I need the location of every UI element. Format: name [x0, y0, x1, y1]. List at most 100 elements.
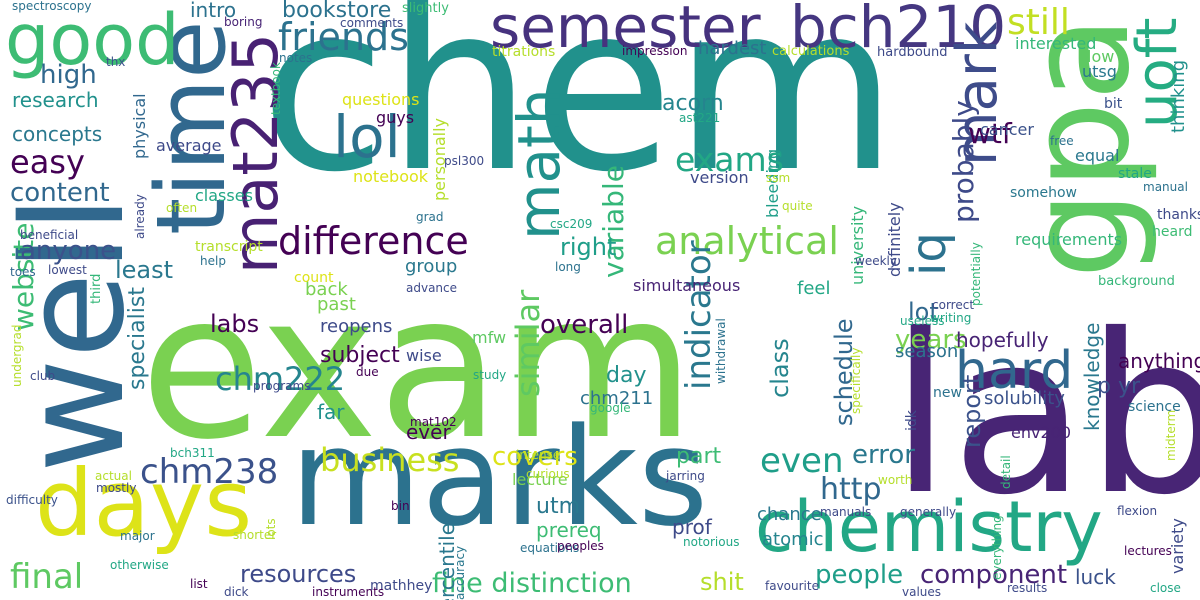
- cloud-word: lowest: [48, 263, 87, 277]
- cloud-word: average: [156, 136, 222, 155]
- cloud-word: research: [12, 88, 99, 112]
- cloud-word: toes: [10, 265, 36, 279]
- cloud-word: equal: [1075, 146, 1120, 165]
- cloud-word: day: [606, 363, 647, 388]
- cloud-word: lol: [333, 103, 401, 171]
- cloud-word: class: [766, 338, 794, 398]
- cloud-word: subject: [320, 343, 400, 368]
- cloud-word: otherwise: [110, 558, 169, 572]
- cloud-word: back: [305, 279, 348, 300]
- cloud-word: weekly: [855, 254, 897, 268]
- cloud-word: good: [5, 0, 180, 81]
- cloud-word: bch210: [790, 0, 1007, 61]
- cloud-word: impression: [622, 44, 688, 58]
- cloud-word: years: [895, 325, 967, 355]
- cloud-word: background: [1098, 274, 1175, 289]
- cloud-word: physical: [130, 93, 149, 159]
- cloud-word: covers: [492, 442, 578, 472]
- cloud-word: season: [895, 341, 959, 362]
- cloud-word: count: [294, 270, 334, 286]
- cloud-word: easy: [10, 143, 85, 181]
- cloud-word: business: [320, 441, 460, 479]
- cloud-word: chm222: [215, 360, 346, 398]
- cloud-word: bit: [1104, 96, 1123, 112]
- cloud-word: luck: [1075, 565, 1116, 589]
- cloud-word: somehow: [1010, 185, 1077, 201]
- cloud-word: utsg: [1082, 62, 1117, 81]
- cloud-word: results: [1007, 581, 1048, 595]
- cloud-word: hardbound: [877, 45, 948, 60]
- cloud-word: ever: [406, 420, 451, 444]
- cloud-word: guys: [376, 108, 415, 127]
- cloud-word: content: [10, 178, 110, 208]
- cloud-word: notes: [279, 51, 313, 65]
- cloud-word: flexion: [1117, 504, 1158, 518]
- cloud-word: manuals: [820, 505, 872, 519]
- cloud-word: iq: [901, 232, 957, 276]
- cloud-word: past: [317, 294, 356, 315]
- cloud-word: part: [676, 444, 722, 469]
- cloud-word: low: [1087, 47, 1115, 66]
- cloud-word: http: [820, 472, 882, 507]
- cloud-word: requirements: [1015, 230, 1123, 249]
- cloud-word: useless: [900, 314, 945, 328]
- cloud-word: least: [115, 256, 174, 284]
- cloud-word: slightly: [402, 1, 449, 16]
- cloud-word: quite: [782, 199, 813, 213]
- cloud-word: comments: [340, 16, 404, 30]
- cloud-word: hardest: [698, 38, 767, 59]
- cloud-word: manual: [1143, 180, 1188, 194]
- cloud-word: similar: [509, 289, 547, 397]
- cloud-word: equations: [520, 541, 580, 555]
- cloud-word: grad: [416, 210, 444, 224]
- cloud-word: thinking: [1168, 59, 1189, 133]
- cloud-word: days: [35, 450, 253, 557]
- cloud-word: everything: [990, 515, 1004, 580]
- cloud-word: high: [40, 60, 97, 90]
- cloud-word: friends: [278, 15, 409, 59]
- cloud-word: overall: [540, 310, 629, 340]
- cloud-word: psl300: [444, 154, 485, 168]
- cloud-word: thx: [106, 55, 126, 69]
- cloud-word: lab: [890, 287, 1200, 543]
- cloud-word: mostly: [96, 481, 137, 495]
- cloud-word: notebook: [353, 167, 429, 186]
- cloud-word: concepts: [12, 122, 103, 146]
- cloud-word: beneficial: [20, 228, 79, 242]
- cloud-word: detail: [999, 455, 1013, 489]
- cloud-word: wise: [406, 346, 442, 365]
- cloud-word: lot: [908, 298, 939, 326]
- cloud-word: free: [1050, 134, 1074, 148]
- cloud-word: far: [317, 400, 345, 424]
- cloud-word: spectroscopy: [12, 0, 92, 13]
- cloud-word: thanks: [1157, 207, 1200, 223]
- cloud-word: favourite: [765, 579, 819, 593]
- cloud-word: feel: [797, 278, 831, 299]
- cloud-word: questions: [342, 90, 420, 109]
- cloud-word: google: [590, 401, 631, 415]
- cloud-word: chm211: [580, 388, 654, 409]
- cloud-word: acorn: [662, 91, 724, 116]
- cloud-word: textbook: [269, 62, 283, 115]
- cloud-word: interested: [1015, 34, 1097, 53]
- cloud-word: idk: [904, 410, 920, 431]
- cloud-word: hard: [955, 341, 1074, 401]
- cloud-word: people: [815, 560, 904, 590]
- cloud-word: often: [166, 201, 198, 215]
- cloud-word: intro: [190, 0, 237, 22]
- cloud-word: report: [958, 374, 986, 448]
- cloud-word: cancer: [980, 120, 1034, 139]
- cloud-word: instruments: [312, 585, 385, 599]
- cloud-word: already: [133, 194, 147, 239]
- cloud-word: worth: [878, 473, 913, 487]
- cloud-word: titrations: [492, 44, 556, 60]
- cloud-word: atomic: [762, 529, 824, 550]
- cloud-word: marks: [290, 399, 709, 556]
- cloud-word: withdrawal: [714, 318, 728, 384]
- cloud-word: lectures: [1124, 544, 1172, 558]
- cloud-word: version: [690, 168, 749, 187]
- cloud-word: actual: [95, 469, 132, 483]
- cloud-word: difficulty: [6, 493, 58, 507]
- cloud-word: analytical: [655, 219, 839, 263]
